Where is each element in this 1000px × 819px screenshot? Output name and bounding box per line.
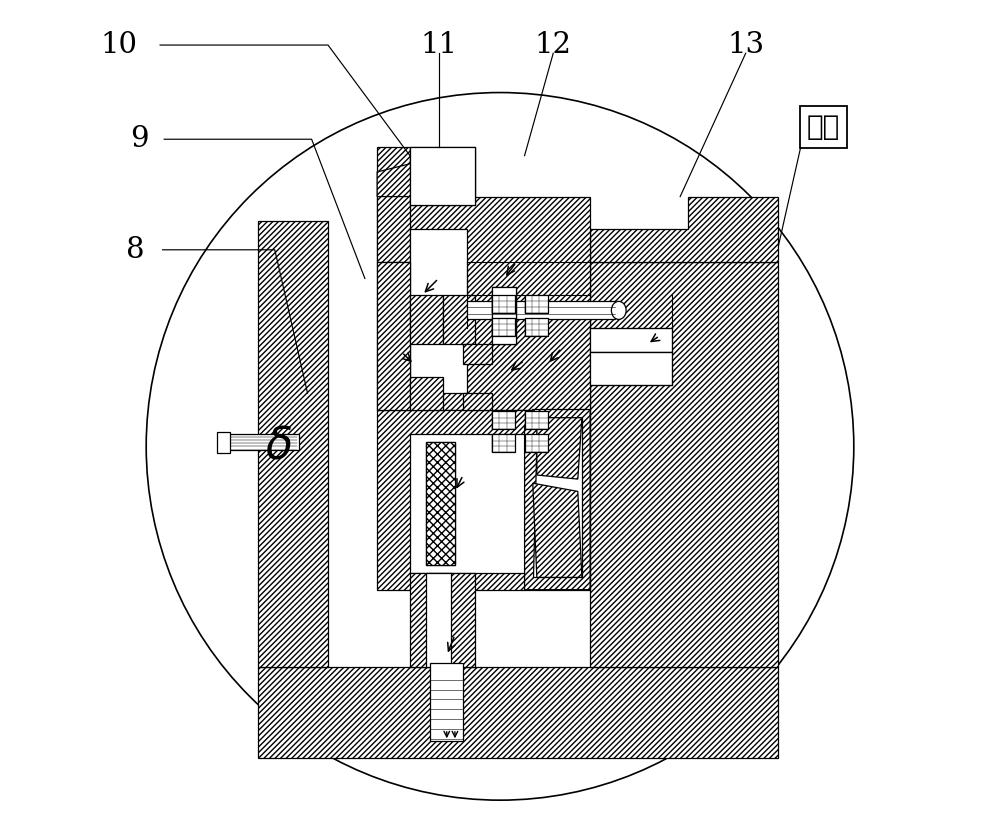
Ellipse shape <box>611 301 626 319</box>
Bar <box>226 434 299 450</box>
Polygon shape <box>258 667 778 758</box>
Text: 13: 13 <box>727 31 764 59</box>
Text: 10: 10 <box>101 31 138 59</box>
Polygon shape <box>537 418 582 479</box>
Polygon shape <box>443 295 475 344</box>
Polygon shape <box>410 295 443 344</box>
Polygon shape <box>410 377 443 410</box>
Text: 油孔: 油孔 <box>807 113 840 141</box>
Bar <box>590 352 672 385</box>
Bar <box>426 442 455 565</box>
Polygon shape <box>410 573 475 667</box>
Bar <box>525 295 548 313</box>
Text: 8: 8 <box>126 236 145 264</box>
Polygon shape <box>377 197 590 410</box>
Text: $\delta$: $\delta$ <box>265 425 292 468</box>
Polygon shape <box>377 410 590 590</box>
Polygon shape <box>377 262 410 410</box>
Polygon shape <box>463 344 492 364</box>
Text: 11: 11 <box>420 31 457 59</box>
Bar <box>525 318 548 336</box>
Polygon shape <box>533 418 582 577</box>
Bar <box>525 411 548 429</box>
Text: 12: 12 <box>535 31 572 59</box>
Polygon shape <box>463 393 492 410</box>
Bar <box>410 434 533 573</box>
Bar <box>467 301 615 319</box>
Polygon shape <box>525 410 590 590</box>
Bar <box>410 229 467 393</box>
Circle shape <box>146 93 854 800</box>
Bar <box>590 328 672 352</box>
Polygon shape <box>590 197 778 262</box>
Polygon shape <box>426 442 455 565</box>
Bar <box>492 411 515 429</box>
Bar <box>492 318 515 336</box>
Polygon shape <box>492 287 516 344</box>
Text: 9: 9 <box>130 125 149 153</box>
Bar <box>430 663 463 741</box>
Bar <box>525 434 548 452</box>
Polygon shape <box>258 221 328 667</box>
Polygon shape <box>533 483 582 577</box>
Polygon shape <box>377 147 410 262</box>
Polygon shape <box>590 262 778 667</box>
Bar <box>492 287 516 344</box>
Bar <box>217 432 230 453</box>
Bar <box>426 573 451 667</box>
Polygon shape <box>410 147 475 205</box>
Bar <box>410 147 475 205</box>
Bar <box>492 295 515 313</box>
Polygon shape <box>377 147 475 197</box>
Bar <box>492 434 515 452</box>
